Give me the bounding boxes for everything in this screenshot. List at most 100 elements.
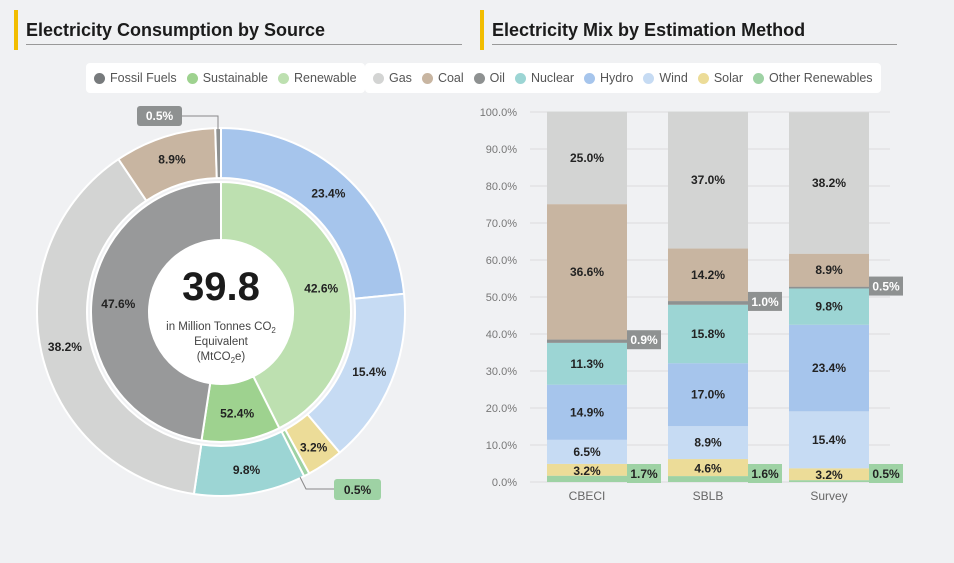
legend-dot-icon <box>584 72 596 84</box>
bar-data-label: 8.9% <box>694 436 722 450</box>
slice-oil <box>214 126 222 180</box>
legend-label: Renewable <box>294 71 357 85</box>
bar-data-label: 0.9% <box>630 333 658 347</box>
bar-data-label: 14.9% <box>570 405 604 419</box>
legend-item-sustainable[interactable]: Sustainable <box>186 71 268 85</box>
legend-dot-icon <box>753 72 765 84</box>
slice-gas <box>36 157 203 496</box>
bar-callout-box <box>748 464 782 483</box>
bar-segment-oil <box>668 301 748 305</box>
legend-item-fossil-fuels[interactable]: Fossil Fuels <box>94 71 177 85</box>
bar-data-label: 9.8% <box>815 300 843 314</box>
callout-line <box>182 115 219 130</box>
bar-segment-nuclear <box>547 342 627 385</box>
bar-data-label: 1.7% <box>630 467 658 481</box>
center-caption: (MtCO2e) <box>197 351 246 365</box>
slice-fossil-fuels <box>90 180 222 442</box>
bar-segment-coal <box>668 248 748 302</box>
slice-label: 3.2% <box>300 440 328 454</box>
legend-label: Fossil Fuels <box>110 71 177 85</box>
callout-box-oil <box>137 106 182 126</box>
slice-label: 38.2% <box>48 340 82 354</box>
y-tick-label: 0.0% <box>492 477 517 489</box>
y-tick-label: 30.0% <box>486 366 517 378</box>
legend-label: Coal <box>437 71 464 85</box>
center-value: 39.8 <box>182 265 260 309</box>
bar-segment-other-renewables <box>668 476 748 482</box>
center-caption: in Million Tonnes CO2 <box>166 321 276 335</box>
bar-data-label: 11.3% <box>570 357 604 371</box>
bar-callout-box <box>748 291 782 311</box>
y-tick-label: 20.0% <box>486 403 517 415</box>
bar-segment-hydro <box>668 363 748 427</box>
legend-label: Gas <box>389 71 412 85</box>
x-tick-label: Survey <box>810 489 847 503</box>
legend-dot-icon <box>373 72 384 84</box>
legend-label: Hydro <box>600 71 634 85</box>
y-tick-label: 50.0% <box>486 292 517 304</box>
bar-segment-oil <box>789 286 869 289</box>
bar-segment-nuclear <box>789 288 869 325</box>
bar-legend: Gas Coal Oil Nuclear Hydro Wind Solar Other Ren… <box>365 63 881 93</box>
bar-data-label: 3.2% <box>815 468 843 482</box>
y-tick-label: 100.0% <box>480 107 517 119</box>
bar-data-label: 15.8% <box>691 327 725 341</box>
bar-data-label: 1.6% <box>751 467 779 481</box>
legend-item-other-renewables[interactable]: Other Renewables <box>753 71 873 85</box>
donut-legend: Fossil Fuels Sustainable Renewable <box>86 63 365 93</box>
bar-segment-gas <box>789 112 869 254</box>
bar-data-label: 15.4% <box>812 433 846 447</box>
bar-data-label: 6.5% <box>573 445 601 459</box>
y-tick-label: 80.0% <box>486 181 517 193</box>
legend-item-solar[interactable]: Solar <box>697 71 744 85</box>
bar-segment-gas <box>668 111 748 249</box>
slice-label: 8.9% <box>158 153 186 167</box>
slice-label: 23.4% <box>311 186 345 200</box>
bar-segment-hydro <box>789 324 869 412</box>
bar-segment-coal <box>789 253 869 287</box>
bar-segment-other-renewables <box>547 475 627 482</box>
bar-segment-wind <box>789 411 869 469</box>
bar-data-label: 37.0% <box>691 173 725 187</box>
legend-label: Nuclear <box>530 71 575 85</box>
bar-segment-other-renewables <box>789 480 869 482</box>
legend-item-nuclear[interactable]: Nuclear <box>514 71 575 85</box>
y-tick-label: 10.0% <box>486 440 517 452</box>
bar-data-label: 23.4% <box>812 361 846 375</box>
center-caption: Equivalent <box>194 336 249 348</box>
bar-data-label: 1.0% <box>751 295 779 309</box>
legend-dot-icon <box>94 72 105 84</box>
legend-item-gas[interactable]: Gas <box>373 71 412 85</box>
slice-label: 15.4% <box>352 365 386 379</box>
legend-dot-icon <box>514 72 526 84</box>
bar-segment-wind <box>668 426 748 460</box>
legend-item-wind[interactable]: Wind <box>643 71 688 85</box>
bar-data-label: 36.6% <box>570 265 604 279</box>
bar-data-label: 8.9% <box>815 263 843 277</box>
bar-data-label: 38.2% <box>812 176 846 190</box>
legend-dot-icon <box>186 72 198 84</box>
legend-item-hydro[interactable]: Hydro <box>584 71 633 85</box>
slice-label: 9.8% <box>233 463 261 477</box>
bar-segment-hydro <box>547 384 627 440</box>
bar-callout-box <box>627 330 661 350</box>
legend-label: Solar <box>713 71 744 85</box>
legend-item-coal[interactable]: Coal <box>421 71 464 85</box>
legend-dot-icon <box>473 72 485 84</box>
bar-segment-wind <box>547 439 627 464</box>
legend-label: Oil <box>489 71 505 85</box>
bar-segment-nuclear <box>668 304 748 364</box>
bar-data-label: 17.0% <box>691 388 725 402</box>
bar-data-label: 3.2% <box>573 464 601 478</box>
bar-segment-oil <box>547 339 627 343</box>
slice-label: 52.4% <box>220 407 254 421</box>
slice-label: 42.6% <box>304 281 338 295</box>
bar-data-label: 0.5% <box>872 280 900 294</box>
bar-segment-solar <box>547 463 627 476</box>
bar-callout-box <box>627 464 661 483</box>
legend-item-oil[interactable]: Oil <box>473 71 505 85</box>
legend-item-renewable[interactable]: Renewable <box>278 71 357 85</box>
x-tick-label: SBLB <box>693 489 724 503</box>
x-tick-label: CBECI <box>569 489 606 503</box>
donut-center <box>149 240 293 384</box>
